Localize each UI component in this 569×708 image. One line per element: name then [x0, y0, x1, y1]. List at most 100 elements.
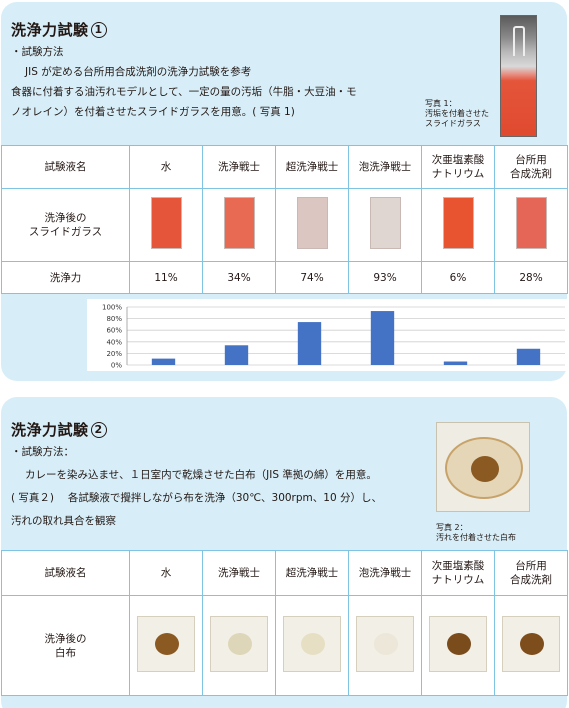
table2-col-name: 台所用 合成洗剤 [494, 550, 568, 596]
cloth-stain [520, 632, 544, 655]
photo1-caption-line: スライドガラス [425, 119, 481, 128]
section1-title-number: 1 [90, 22, 107, 38]
section2-title: 洗浄力試験 2 [11, 419, 107, 440]
slide-photo [348, 188, 422, 262]
cloth-stain [228, 632, 252, 655]
row-header-text: 洗浄後の [44, 212, 87, 224]
slide-swatch [515, 197, 547, 249]
chart-bar [516, 348, 541, 365]
chart-ytick-label: 40% [106, 338, 122, 346]
cloth-stain [374, 632, 398, 655]
col-name-text: 水 [160, 567, 172, 579]
slide-photo [129, 188, 203, 262]
table2-header-name: 試験液名 [1, 550, 130, 596]
cloth-photo [129, 595, 203, 696]
cloth-stain [155, 632, 179, 655]
cloth-photo [494, 595, 568, 696]
slide-swatch [223, 197, 255, 249]
photo2-caption-line: 写真 2： [436, 523, 468, 532]
row-header-text: 白布 [55, 646, 76, 659]
chart-ytick-label: 100% [102, 304, 122, 312]
table2-col-name: 洗浄戦士 [202, 550, 276, 596]
power-value: 74% [275, 261, 349, 294]
section1-title: 洗浄力試験 1 [11, 19, 107, 40]
section2-method-label: ・試験方法： [11, 446, 74, 458]
col-name-text: 洗浄戦士 [218, 161, 260, 173]
table1-col-name: 泡洗浄戦士 [348, 145, 422, 189]
slide-swatch [150, 197, 182, 249]
cloth-swatch [283, 615, 341, 672]
table2-col-name: 超洗浄戦士 [275, 550, 349, 596]
slide-swatch [296, 197, 328, 249]
section1-method-label: ・試験方法 [11, 46, 64, 58]
table1-col-name: 超洗浄戦士 [275, 145, 349, 189]
cloth-stain [301, 632, 325, 655]
col-name-text: 次亜塩素酸 [431, 154, 485, 166]
photo1-caption-line: 汚垢を付着させた [425, 109, 489, 118]
table2-header-image: 洗浄後の 白布 [1, 595, 130, 696]
section2-title-number: 2 [90, 422, 107, 438]
table1-header-image: 洗浄後のスライドガラス [1, 188, 130, 262]
photo2-caption-line: 汚れを付着させた白布 [436, 533, 516, 542]
power-value: 6% [421, 261, 495, 294]
table1-header-name: 試験液名 [1, 145, 130, 189]
table1-name-row: 試験液名 水 洗浄戦士 超洗浄戦士 泡洗浄戦士 次亜塩素酸 ナトリウム 台所用 合成… [1, 145, 568, 189]
power-value: 28% [494, 261, 568, 294]
chart-bar [151, 358, 176, 365]
col-name-text: 泡洗浄戦士 [358, 161, 412, 173]
row-header-text: スライドガラス [28, 226, 103, 238]
row-header-text: 洗浄後の [44, 632, 87, 645]
section1-method-line: ノオレイン）を付着させたスライドガラスを用意。( 写真 1) [11, 106, 295, 118]
chart-ytick-label: 0% [111, 362, 122, 370]
col-name-text: 台所用 [515, 560, 547, 572]
cleaning-power-chart: 100% 80% 60% 40% 20% 0% [1, 299, 567, 371]
col-name-text: 台所用 [515, 154, 547, 166]
section1-method: ・試験方法 JIS が定める台所用合成洗剤の洗浄力試験を参考 食器に付着する油汚… [11, 42, 357, 122]
col-name-text: 合成洗剤 [510, 574, 552, 586]
chart-bar [370, 311, 395, 365]
section2-method-line: カレーを染み込ませ、１日室内で乾燥させた白布（JIS 準拠の綿）を用意。 [25, 469, 377, 481]
table2-name-row: 試験液名 水 洗浄戦士 超洗浄戦士 泡洗浄戦士 次亜塩素酸 ナトリウム 台所用合成… [1, 550, 568, 596]
section2-panel: 洗浄力試験 2 ・試験方法： カレーを染み込ませ、１日室内で乾燥させた白布（JIS… [1, 397, 568, 708]
section1-method-line: 食器に付着する油汚れモデルとして、一定の量の汚垢（牛脂・大豆油・モ [11, 86, 357, 98]
results-table-2: 試験液名 水 洗浄戦士 超洗浄戦士 泡洗浄戦士 次亜塩素酸 ナトリウム 台所用合成… [1, 550, 568, 696]
table1-col-name: 水 [129, 145, 203, 189]
power-value: 93% [348, 261, 422, 294]
chart-ytick-label: 80% [106, 315, 122, 323]
table1-col-name: 台所用 合成洗剤 [494, 145, 568, 189]
chart-svg: 100% 80% 60% 40% 20% 0% [87, 299, 567, 371]
col-name-text: 泡洗浄戦士 [358, 567, 412, 579]
slide-photo [421, 188, 495, 262]
cloth-photo [202, 595, 276, 696]
power-value: 34% [202, 261, 276, 294]
col-name-text: 次亜塩素酸 [431, 560, 485, 572]
slide-swatch [442, 197, 474, 249]
cloth-swatch [137, 615, 195, 672]
cloth-swatch [502, 615, 560, 672]
chart-ytick-label: 20% [106, 350, 122, 358]
cloth-photo [421, 595, 495, 696]
cloth-stain [447, 632, 471, 655]
col-name-text: 水 [160, 161, 172, 173]
col-name-text: 超洗浄戦士 [285, 567, 339, 579]
photo1-caption-line: 写真 1： [425, 99, 457, 108]
chart-bar [297, 322, 322, 365]
slide-swatch [369, 197, 401, 249]
section1-panel: 洗浄力試験 1 ・試験方法 JIS が定める台所用合成洗剤の洗浄力試験を参考 食器… [1, 2, 568, 381]
slide-clip-icon [513, 26, 525, 56]
chart-ytick-label: 60% [106, 327, 122, 335]
photo-stained-cloth [436, 422, 530, 512]
results-table-1: 試験液名 水 洗浄戦士 超洗浄戦士 泡洗浄戦士 次亜塩素酸 ナトリウム 台所用 合成… [1, 145, 568, 294]
table2-col-name: 水 [129, 550, 203, 596]
col-name-text: 超洗浄戦士 [285, 161, 339, 173]
col-name-text: 洗浄戦士 [218, 567, 260, 579]
slide-photo [494, 188, 568, 262]
chart-bar [443, 361, 468, 365]
section2-method-line: ( 写真２) 各試験液で攪拌しながら布を洗浄（30℃、300rpm、10 分）し… [11, 492, 382, 504]
table2-col-name: 次亜塩素酸 ナトリウム [421, 550, 495, 596]
photo1-caption: 写真 1： 汚垢を付着させた スライドガラス [425, 99, 489, 129]
cloth-swatch [356, 615, 414, 672]
power-value: 11% [129, 261, 203, 294]
cloth-photo [275, 595, 349, 696]
table1-image-row: 洗浄後のスライドガラス [1, 188, 568, 262]
